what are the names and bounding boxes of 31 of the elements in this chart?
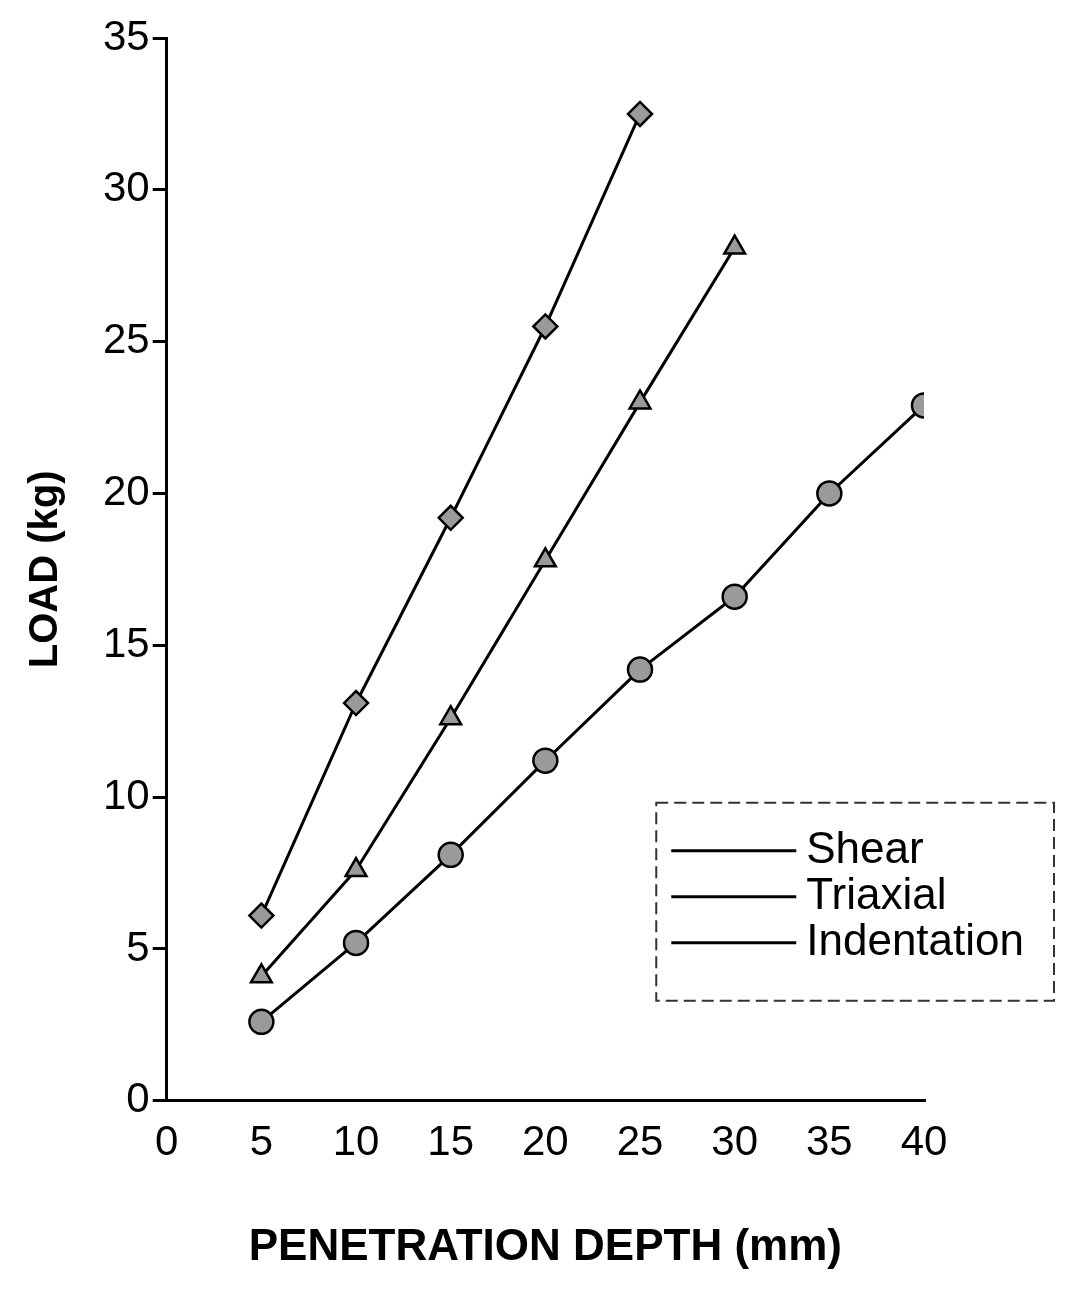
y-tick-label: 35 xyxy=(103,11,150,59)
point xyxy=(532,747,559,774)
y-axis-title: LOAD (kg) xyxy=(21,470,66,669)
x-tick-label: 20 xyxy=(522,1116,569,1164)
point xyxy=(437,504,464,532)
x-tick-label: 40 xyxy=(900,1116,948,1164)
point xyxy=(248,1008,275,1036)
y-tick-label: 5 xyxy=(126,922,150,970)
point xyxy=(626,100,654,128)
y-tick-label: 30 xyxy=(103,163,150,211)
y-tick-label: 20 xyxy=(103,467,150,515)
point xyxy=(626,656,654,683)
point xyxy=(248,902,275,929)
x-axis-title: PENETRATION DEPTH (mm) xyxy=(248,1219,842,1269)
point xyxy=(816,480,843,507)
y-tick-label: 25 xyxy=(103,315,150,363)
y-tick-label: 0 xyxy=(126,1074,150,1122)
point xyxy=(342,929,370,957)
x-tick-label: 30 xyxy=(711,1116,759,1164)
point xyxy=(721,583,748,610)
point xyxy=(342,689,370,717)
x-tick-label: 25 xyxy=(616,1116,664,1164)
x-tick-label: 10 xyxy=(332,1116,380,1164)
point xyxy=(437,841,464,869)
x-tick-label: 35 xyxy=(805,1116,853,1164)
point xyxy=(532,313,559,340)
x-tick-label: 0 xyxy=(155,1116,179,1164)
y-tick-label: 10 xyxy=(103,770,150,818)
x-tick-label: 15 xyxy=(427,1116,475,1164)
x-tick-label: 5 xyxy=(249,1116,274,1164)
y-tick-label: 15 xyxy=(103,618,150,666)
